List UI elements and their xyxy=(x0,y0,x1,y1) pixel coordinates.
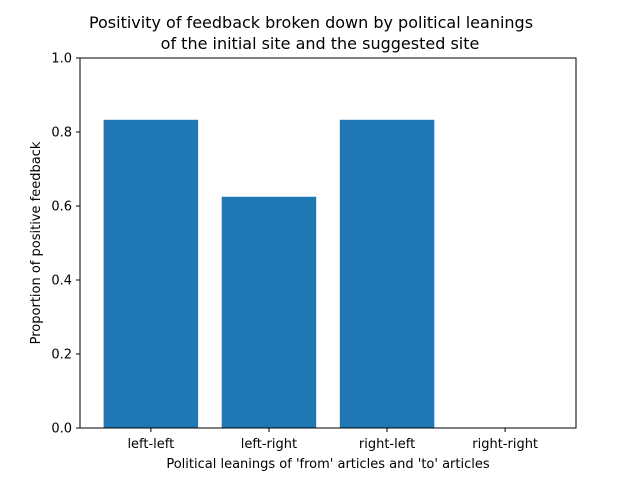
y-tick-label: 0.4 xyxy=(51,274,72,289)
chart-title-line-1: Positivity of feedback broken down by po… xyxy=(89,13,533,32)
plot-frame xyxy=(79,57,577,429)
bar-right-left xyxy=(339,119,435,428)
y-axis-label: Proportion of positive feedback xyxy=(29,141,44,344)
bar-left-left xyxy=(103,119,199,428)
x-axis-ticks: left-left left-right right-left right-right xyxy=(127,428,538,452)
x-tick-label: right-left xyxy=(359,437,415,452)
x-tick-label: right-right xyxy=(472,437,538,452)
y-tick-label: 0.8 xyxy=(51,126,72,141)
x-tick-label: left-right xyxy=(241,437,297,452)
x-tick-label: left-left xyxy=(127,437,174,452)
y-tick-label: 1.0 xyxy=(51,52,72,67)
y-tick-label: 0.2 xyxy=(51,348,72,363)
y-tick-label: 0.6 xyxy=(51,200,72,215)
x-axis-label: Political leanings of 'from' articles an… xyxy=(166,457,490,472)
chart-title-line-2: of the initial site and the suggested si… xyxy=(161,34,480,53)
bars-layer xyxy=(103,119,435,428)
bar-left-right xyxy=(221,196,317,428)
y-tick-label: 0.0 xyxy=(51,422,72,437)
y-axis-ticks: 0.0 0.2 0.4 0.6 0.8 1.0 xyxy=(51,52,80,437)
